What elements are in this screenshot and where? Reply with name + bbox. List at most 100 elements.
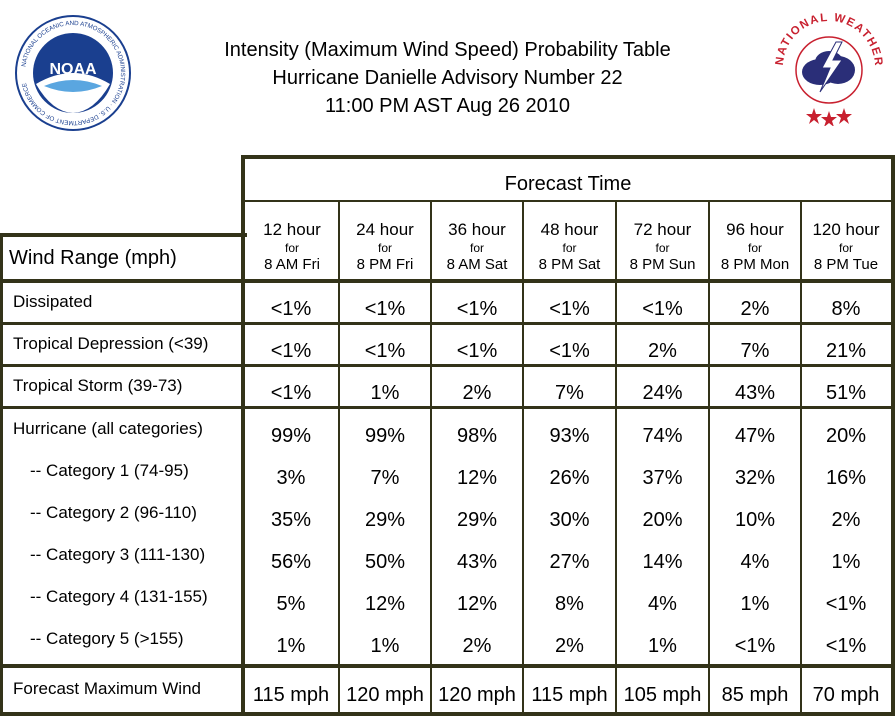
column-separator: [708, 202, 710, 716]
column-header-for: for: [747, 241, 762, 255]
nws-logo: NATIONAL WEATHER SERVICE: [765, 0, 888, 127]
table-cell: 2%: [831, 509, 861, 531]
column-header-hour: 24 hour: [356, 220, 414, 239]
table-bottom-border: [0, 712, 895, 716]
column-header-time: 8 AM Sat: [446, 256, 508, 273]
table-cell: 26%: [549, 467, 590, 489]
table-cell: 50%: [364, 551, 406, 573]
table-cell: 20%: [825, 425, 867, 447]
table-cell: 47%: [734, 425, 776, 447]
column-header-time: 8 PM Sun: [629, 256, 696, 273]
table-cell: 14%: [642, 551, 683, 573]
forecast-time-header: Forecast Time: [504, 173, 632, 195]
table-cell: <1%: [270, 382, 312, 404]
column-header-time: 8 PM Sat: [538, 256, 601, 273]
table-cell: 10%: [734, 509, 776, 531]
table-cell: 7%: [740, 340, 770, 362]
column-header-for: for: [284, 241, 299, 255]
table-cell: 115 mph: [531, 684, 608, 706]
noaa-logo-text: NOAA: [49, 61, 97, 78]
table-cell: 2%: [462, 382, 492, 404]
column-separator: [338, 202, 340, 716]
column-separator: [800, 202, 802, 716]
wind-range-top-border: [0, 233, 247, 237]
column-header-time: 8 PM Mon: [720, 256, 790, 273]
table-cell: 93%: [549, 425, 590, 447]
table-cell: <1%: [642, 298, 683, 320]
row-label: -- Category 5 (>155): [30, 629, 184, 648]
table-cell: 98%: [456, 425, 498, 447]
column-separator: [615, 202, 617, 716]
table-cell: 2%: [462, 635, 492, 657]
table-cell: 4%: [648, 593, 677, 615]
table-cell: 27%: [549, 551, 590, 573]
column-header-for: for: [377, 241, 392, 255]
table-cell: <1%: [270, 298, 312, 320]
table-cell: 1%: [740, 593, 770, 615]
table-cell: <1%: [549, 340, 590, 362]
column-header-for: for: [562, 241, 577, 255]
table-cell: 8%: [555, 593, 584, 615]
table-cell: 1%: [648, 635, 677, 657]
table-cell: 85 mph: [721, 684, 789, 706]
table-top-border: [243, 155, 895, 159]
table-cell: <1%: [364, 298, 406, 320]
column-header-time: 8 PM Tue: [813, 256, 879, 273]
table-cell: 37%: [642, 467, 683, 489]
column-separator: [430, 202, 432, 716]
row-separator: [0, 406, 895, 409]
table-cell: 32%: [734, 467, 776, 489]
table-cell: 12%: [364, 593, 406, 615]
table-cell: 5%: [276, 593, 306, 615]
table-cell: 3%: [276, 467, 306, 489]
label-column-border: [241, 155, 245, 716]
table-cell: 8%: [831, 298, 861, 320]
table-cell: 30%: [549, 509, 590, 531]
table-cell: 2%: [740, 298, 770, 320]
column-header-for: for: [655, 241, 670, 255]
table-cell: 56%: [270, 551, 312, 573]
table-cell: 120 mph: [438, 684, 516, 706]
table-cell: 74%: [642, 425, 683, 447]
column-header-hour: 12 hour: [263, 220, 321, 239]
row-separator: [0, 664, 895, 668]
left-border: [0, 233, 3, 716]
table-cell: 43%: [734, 382, 776, 404]
column-header-hour: 72 hour: [633, 220, 692, 239]
forecast-time-divider: [243, 200, 895, 202]
table-cell: 12%: [456, 467, 498, 489]
title-line-3: 11:00 PM AST Aug 26 2010: [325, 95, 570, 117]
table-cell: 105 mph: [623, 684, 702, 706]
row-label: -- Category 1 (74-95): [30, 461, 189, 480]
column-header-hour: 120 hour: [812, 220, 880, 239]
table-cell: 12%: [456, 593, 498, 615]
table-cell: 43%: [456, 551, 498, 573]
table-cell: 7%: [370, 467, 400, 489]
table-cell: 2%: [555, 635, 584, 657]
table-cell: <1%: [456, 298, 498, 320]
table-cell: 1%: [370, 382, 400, 404]
table-cell: 4%: [740, 551, 770, 573]
row-label: Hurricane (all categories): [13, 419, 203, 438]
row-label: Tropical Storm (39-73): [13, 376, 183, 395]
row-label: -- Category 3 (111-130): [30, 545, 206, 564]
title-line-1: Intensity (Maximum Wind Speed) Probabili…: [224, 39, 671, 61]
column-separator: [522, 202, 524, 716]
table-cell: 120 mph: [346, 684, 424, 706]
table-cell: <1%: [456, 340, 498, 362]
row-label: Dissipated: [13, 292, 93, 311]
table-cell: 7%: [555, 382, 584, 404]
table-cell: <1%: [549, 298, 590, 320]
table-cell: 24%: [642, 382, 683, 404]
table-cell: 29%: [364, 509, 406, 531]
wind-range-header: Wind Range (mph): [9, 247, 177, 269]
row-label: Tropical Depression (<39): [13, 334, 209, 353]
table-cell: 99%: [270, 425, 312, 447]
column-header-time: 8 PM Fri: [356, 256, 414, 273]
column-header-hour: 36 hour: [448, 220, 506, 239]
table-cell: 1%: [831, 551, 861, 573]
table-cell: 20%: [642, 509, 683, 531]
table-cell: 21%: [825, 340, 867, 362]
table-cell: 16%: [825, 467, 867, 489]
